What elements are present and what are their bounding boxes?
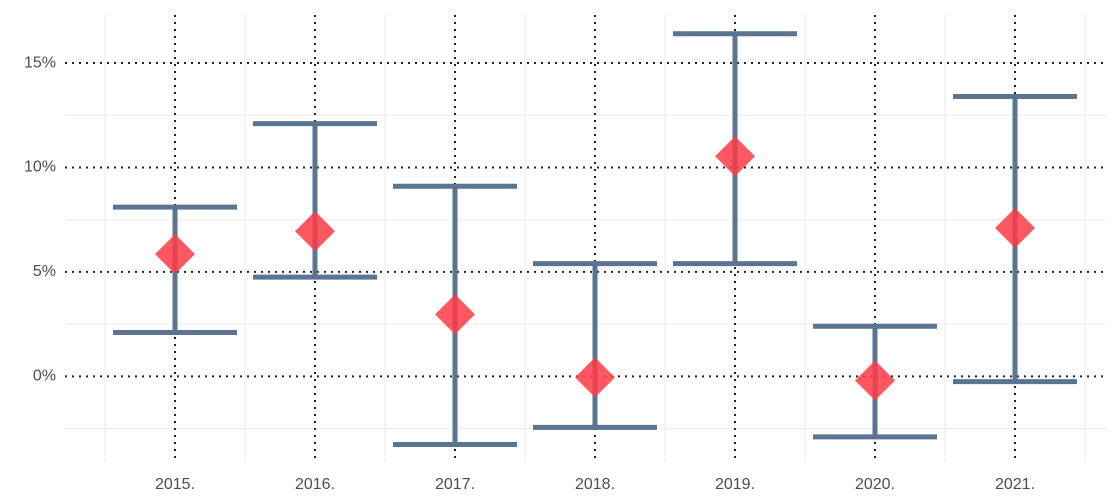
- y-tick-label: 10%: [24, 159, 56, 176]
- point-estimate: [435, 294, 475, 335]
- x-tick-label: 2020.: [855, 476, 895, 493]
- x-tick-label: 2018.: [575, 476, 615, 493]
- point-estimate: [855, 360, 895, 401]
- point-estimate: [715, 136, 755, 177]
- point-estimate: [995, 208, 1035, 249]
- y-tick-label: 15%: [24, 54, 56, 71]
- x-tick-label: 2017.: [435, 476, 475, 493]
- point-estimate: [575, 357, 615, 398]
- point-estimate: [155, 234, 195, 275]
- point-estimate: [295, 211, 335, 252]
- x-tick-label: 2016.: [295, 476, 335, 493]
- x-tick-label: 2021.: [995, 476, 1035, 493]
- x-tick-label: 2019.: [715, 476, 755, 493]
- y-tick-label: 5%: [33, 263, 56, 280]
- y-tick-label: 0%: [33, 368, 56, 385]
- x-tick-label: 2015.: [155, 476, 195, 493]
